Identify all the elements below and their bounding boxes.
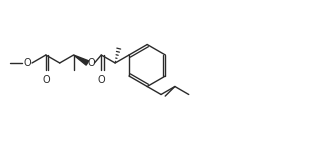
Polygon shape [74, 55, 89, 65]
Text: O: O [97, 75, 105, 85]
Text: O: O [87, 58, 95, 68]
Text: O: O [42, 75, 50, 85]
Text: O: O [23, 58, 31, 68]
